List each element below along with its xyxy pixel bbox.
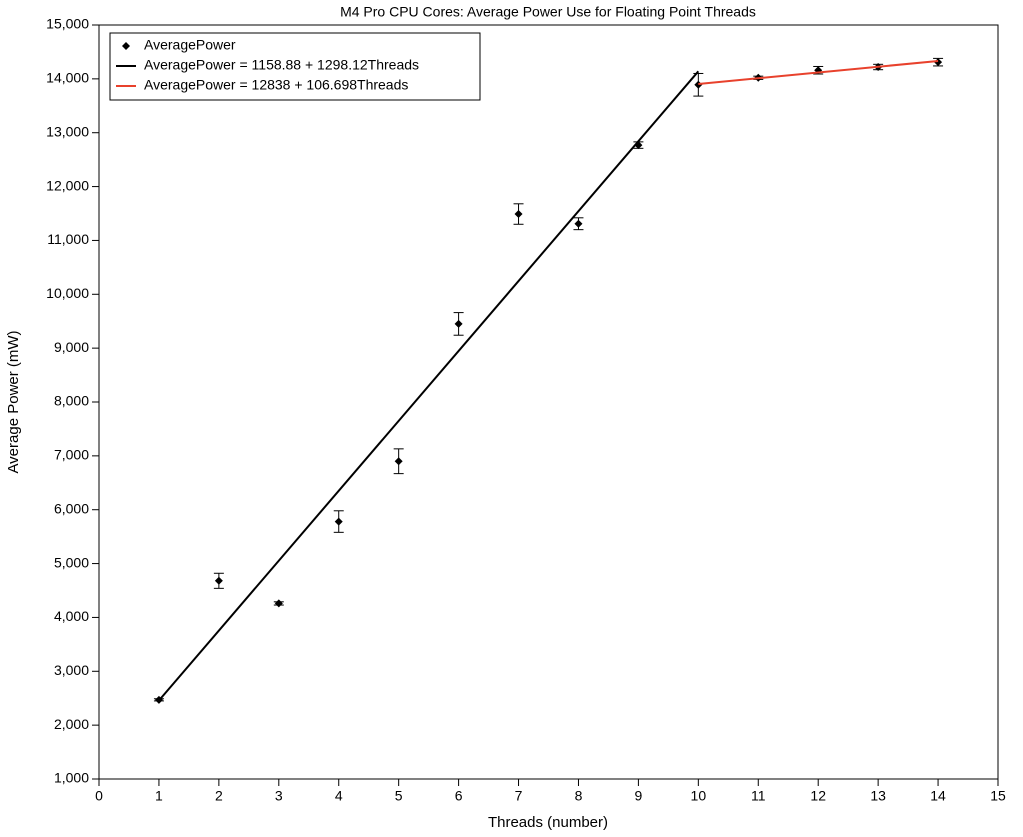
point [394,457,403,466]
x-tick-label: 9 [635,788,643,804]
x-tick-label: 11 [751,788,766,804]
point [454,319,463,328]
x-tick-label: 2 [215,788,223,804]
x-tick-label: 6 [455,788,463,804]
point [574,219,583,228]
y-tick-label: 4,000 [54,608,89,624]
chart-title: M4 Pro CPU Cores: Average Power Use for … [340,4,756,20]
fit-line [698,59,939,85]
legend-marker [122,42,130,50]
y-tick-label: 2,000 [54,716,89,732]
legend-label: AveragePower = 1158.88 + 1298.12Threads [144,57,419,73]
x-tick-label: 4 [335,788,343,804]
legend-label: AveragePower = 12838 + 106.698Threads [144,77,408,93]
x-tick-label: 0 [95,788,103,804]
x-tick-label: 3 [275,788,283,804]
y-tick-label: 13,000 [46,123,89,139]
y-tick-label: 12,000 [46,177,89,193]
point [514,210,523,219]
x-axis-title: Threads (number) [488,814,608,831]
y-tick-label: 14,000 [46,70,89,86]
point [334,517,343,526]
point [934,58,943,67]
x-tick-label: 5 [395,788,403,804]
x-tick-label: 1 [155,788,163,804]
plot-frame [98,24,999,780]
y-tick-label: 11,000 [47,231,89,247]
y-tick-label: 7,000 [54,447,89,463]
x-tick-label: 10 [691,788,707,804]
y-tick-label: 1,000 [54,770,89,786]
legend-label: AveragePower [144,37,236,53]
y-tick-label: 15,000 [46,16,89,32]
x-tick-label: 12 [810,788,826,804]
x-tick-label: 7 [515,788,523,804]
point [694,80,703,89]
legend-box [109,32,481,101]
y-tick-label: 10,000 [46,285,89,301]
point [274,599,283,608]
y-tick-label: 9,000 [54,339,89,355]
y-axis-title: Average Power (mW) [5,330,22,473]
y-tick-label: 6,000 [54,500,89,516]
fit-line [158,70,700,702]
x-tick-label: 8 [575,788,583,804]
y-tick-label: 3,000 [54,662,89,678]
x-tick-label: 14 [930,788,946,804]
point [214,576,223,585]
x-tick-label: 13 [870,788,886,804]
y-tick-label: 8,000 [54,393,89,409]
x-tick-label: 15 [990,788,1006,804]
y-tick-label: 5,000 [54,554,89,570]
